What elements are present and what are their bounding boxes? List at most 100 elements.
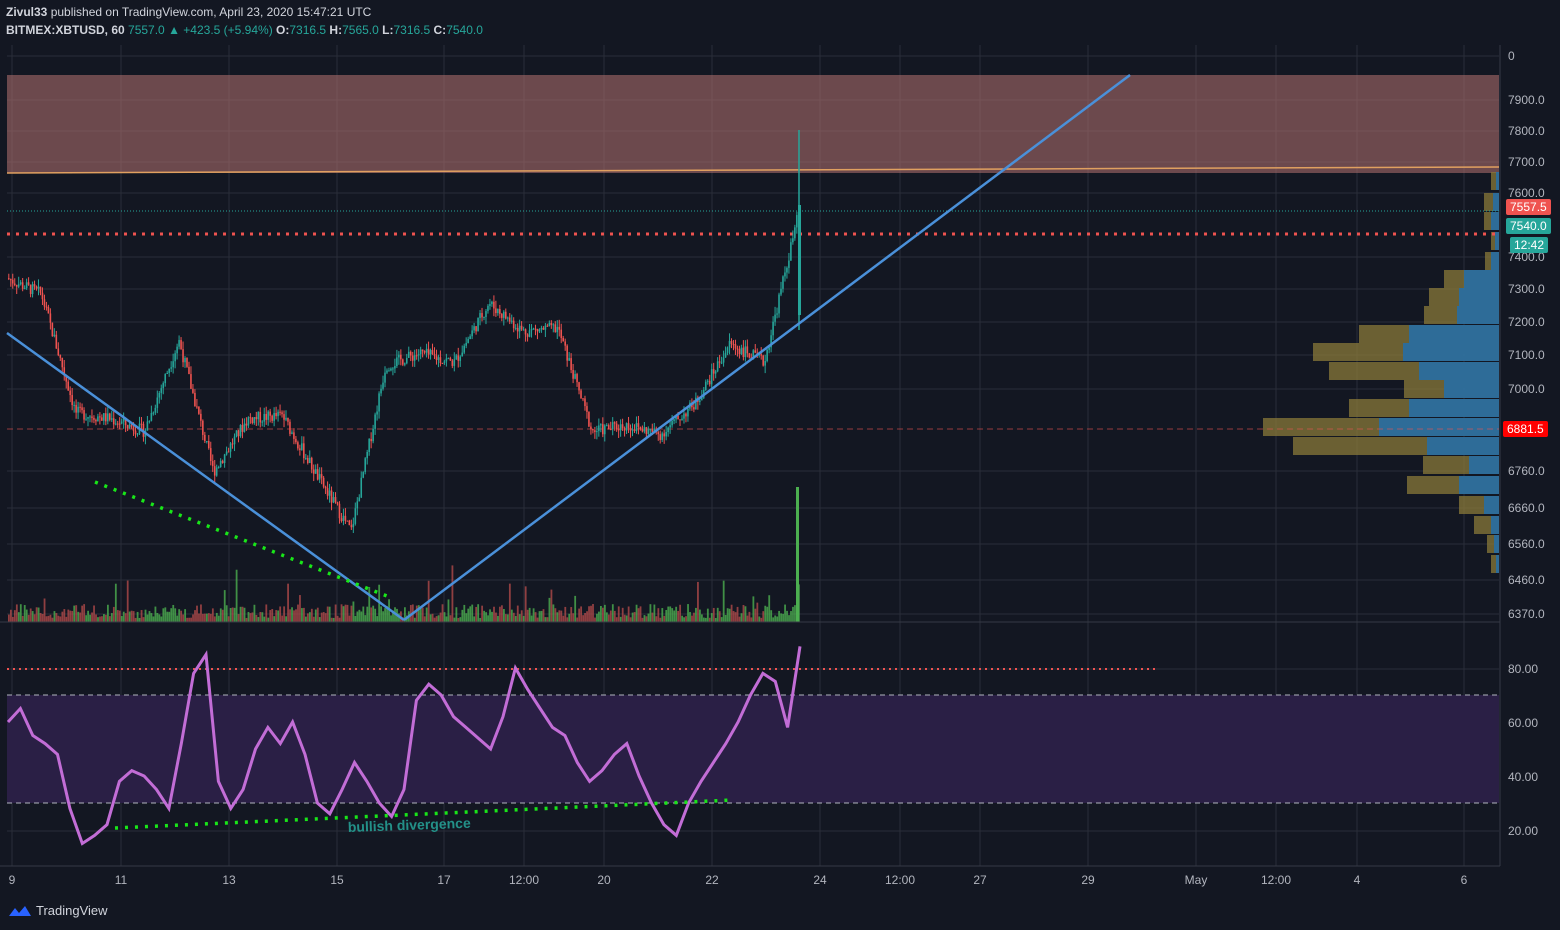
candle-body xyxy=(699,400,701,403)
candle-body xyxy=(158,392,161,398)
candle-body xyxy=(590,426,592,430)
candle-body xyxy=(550,322,553,326)
volume-bar xyxy=(344,604,347,622)
candle-body xyxy=(675,415,677,420)
price-tick-label: 0 xyxy=(1508,49,1515,63)
volume-bar xyxy=(481,605,484,622)
candle-body xyxy=(568,358,570,361)
candle-body xyxy=(71,395,73,406)
volume-bar xyxy=(204,613,206,622)
time-tick-label: 13 xyxy=(222,873,236,887)
volume-bar xyxy=(677,610,680,622)
volume-bars xyxy=(8,487,800,622)
candle-body xyxy=(439,357,442,364)
volume-bar xyxy=(784,604,786,622)
volume-bar xyxy=(627,606,630,622)
candle-body xyxy=(358,497,361,502)
volume-bar xyxy=(782,613,784,622)
volume-bar xyxy=(425,607,428,622)
candle-body xyxy=(388,370,390,372)
volume-bar xyxy=(702,617,705,622)
candle-body xyxy=(514,327,517,329)
volume-bar xyxy=(215,612,218,622)
publish-line: Zivul33 published on TradingView.com, Ap… xyxy=(6,5,371,19)
candle-body xyxy=(55,334,58,349)
volume-bar xyxy=(592,604,594,622)
candle-body xyxy=(336,502,339,504)
candle-body xyxy=(356,501,359,509)
volume-bar xyxy=(609,610,612,622)
volume-bar xyxy=(172,604,175,622)
volume-bar xyxy=(55,613,58,622)
volume-bar xyxy=(231,607,234,622)
close-label: C: xyxy=(433,23,447,37)
uptrend-line[interactable] xyxy=(403,74,1131,621)
candle-body xyxy=(770,335,772,348)
candle-body xyxy=(198,406,200,414)
resistance-zone-bottom-line xyxy=(6,166,1500,174)
candle-body xyxy=(59,355,62,358)
candle-body xyxy=(479,313,481,318)
candle-body xyxy=(370,438,372,442)
volume-bar xyxy=(223,590,226,622)
volume-bar xyxy=(495,612,497,622)
candle-body xyxy=(772,321,774,336)
volume-bar xyxy=(192,614,194,622)
volume-bar xyxy=(31,611,34,622)
candle-body xyxy=(665,432,667,437)
candle-body xyxy=(447,358,450,360)
volume-bar xyxy=(572,613,575,622)
volume-bar xyxy=(675,606,678,622)
candle-body xyxy=(172,361,174,368)
candle-body xyxy=(600,424,602,426)
volume-bar xyxy=(459,617,462,622)
volume-bar xyxy=(128,611,131,622)
candle-body xyxy=(259,411,262,423)
volume-bar xyxy=(770,610,773,622)
candle-body xyxy=(91,416,93,418)
volume-profile-row-up xyxy=(1457,306,1499,324)
volume-bar xyxy=(762,611,765,622)
downtrend-line[interactable] xyxy=(6,331,405,622)
candle-body xyxy=(301,443,303,450)
time-axis[interactable]: 9 11 13 15 17 12:00 20 22 24 12:00 27 29 May 12:00 4 6 xyxy=(9,873,1468,887)
tradingview-brand[interactable]: TradingView xyxy=(8,903,108,918)
volume-bar xyxy=(750,617,753,622)
volume-bar xyxy=(720,617,723,622)
volume-bar xyxy=(140,610,143,622)
price-tick-label: 7800.0 xyxy=(1508,124,1545,138)
volume-bar xyxy=(348,615,351,622)
candle-body xyxy=(728,340,731,348)
candle-body xyxy=(760,354,762,356)
volume-bar xyxy=(760,617,763,622)
candle-body xyxy=(273,412,275,421)
candle-body xyxy=(671,420,673,426)
author-name: Zivul33 xyxy=(6,5,48,19)
volume-bar xyxy=(667,606,670,622)
volume-bar xyxy=(206,613,208,622)
volume-profile-row-up xyxy=(1491,252,1499,270)
candle-body xyxy=(489,304,491,306)
candle-body xyxy=(578,382,580,391)
volume-profile-row-up xyxy=(1409,325,1499,343)
rsi-axis[interactable]: 80.00 60.00 40.00 20.00 xyxy=(1508,662,1538,838)
candle-body xyxy=(570,358,572,371)
volume-bar xyxy=(380,606,383,622)
volume-profile-row-up xyxy=(1459,288,1499,306)
low-label: L: xyxy=(382,23,394,37)
volume-bar xyxy=(245,617,248,622)
candle-body xyxy=(124,418,127,426)
volume-bar xyxy=(176,615,179,622)
candle-body xyxy=(784,272,786,277)
candle-body xyxy=(354,508,357,524)
volume-bar xyxy=(79,612,82,622)
candle-body xyxy=(297,442,299,449)
volume-bar xyxy=(657,608,660,622)
divergence-annotation: bullish divergence xyxy=(348,815,472,835)
candle-body xyxy=(221,460,224,464)
volume-bar xyxy=(625,615,628,622)
price-axis[interactable]: 0 7900.0 7800.0 7700.0 7600.0 7400.0 7300.0 720… xyxy=(1508,49,1545,621)
candle-body xyxy=(75,404,77,413)
candle-body xyxy=(491,301,493,305)
